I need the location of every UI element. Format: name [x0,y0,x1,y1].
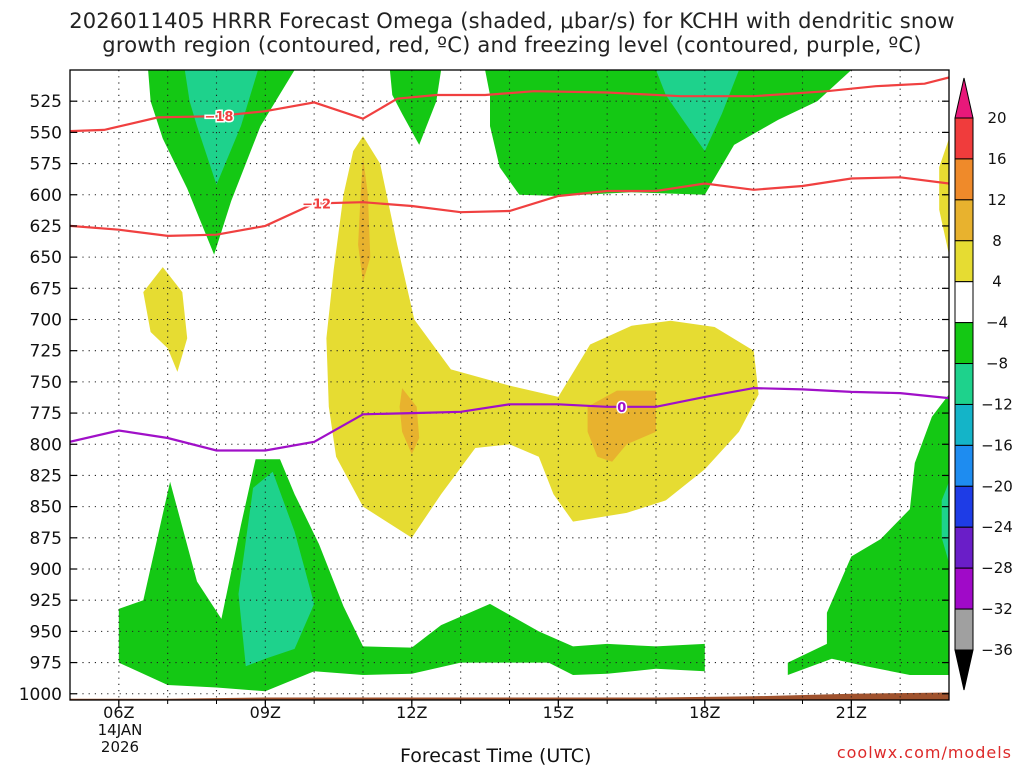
omega-region-7 [399,388,420,455]
y-tick-label: 725 [30,342,62,362]
colorbar-tick-label: 16 [987,150,1006,168]
omega-region-12 [238,471,315,667]
colorbar-bin [954,526,974,569]
omega-region-8 [358,157,371,283]
colorbar-tick-label: −36 [981,641,1013,659]
colorbar-bin [954,322,974,365]
y-tick-label: 925 [30,591,62,611]
x-axis-title: Forecast Time (UTC) [400,745,592,767]
contour-0 [70,386,949,452]
omega-region-4 [656,70,739,152]
credit-text: coolwx.com/models [836,743,1012,762]
y-tick-label: 750 [30,373,62,393]
colorbar-bin [954,363,974,405]
x-tick-label: 15Z [543,703,574,722]
colorbar-tick-label: −28 [981,559,1013,577]
y-tick-label: 650 [30,248,62,268]
y-tick-label: 700 [30,311,62,331]
omega-region-6 [587,390,656,462]
x-tick-label: 18Z [689,703,720,722]
x-tick-label: 21Z [836,703,867,722]
y-tick-label: 825 [30,466,62,486]
y-tick-label: 575 [30,155,62,175]
omega-region-9 [143,267,188,372]
colorbar-cap-top [954,77,974,119]
colorbar-cap-bottom [954,649,974,691]
colorbar-tick-label: −4 [986,314,1008,332]
colorbar-bin [954,567,974,610]
colorbar-bin [954,199,974,242]
y-tick-label: 975 [30,654,62,674]
colorbar-tick-label: −20 [981,477,1013,495]
contour-label--18: −18 [204,110,233,125]
omega-region-14 [941,481,949,563]
contour--12 [70,176,949,238]
chart-title-line2: growth region (contoured, red, ºC) and f… [102,33,922,57]
y-tick-label: 600 [30,186,62,206]
contour-label--12: −12 [302,197,331,212]
terrain-surface [70,692,949,700]
omega-region-5 [326,136,759,538]
colorbar-bin [954,444,974,487]
y-tick-label: 525 [30,92,62,112]
colorbar-bin [954,158,974,201]
y-tick-label: 625 [30,217,62,237]
colorbar-tick-label: 8 [992,232,1002,250]
colorbar-tick-label: −12 [981,395,1013,413]
contour-label-0: 0 [617,401,626,416]
colorbar-tick-label: −32 [981,600,1013,618]
colorbar-bin [954,403,974,446]
omega-region-13 [787,394,949,675]
omega-region-2 [389,70,442,145]
y-tick-label: 550 [30,123,62,143]
colorbar-tick-label: 4 [992,273,1002,291]
y-tick-label: 675 [30,279,62,299]
colorbar-bin [954,281,974,324]
contour--18 [70,76,949,133]
colorbar-tick-label: 12 [987,191,1006,209]
y-tick-label: 775 [30,404,62,424]
y-tick-label: 950 [30,622,62,642]
omega-region-3 [485,70,852,196]
colorbar-tick-label: −16 [981,436,1013,454]
colorbar-bin [954,240,974,283]
colorbar-tick-label: 20 [987,109,1006,127]
y-tick-label: 1000 [19,685,62,705]
x-tick-label: 12Z [396,703,427,722]
date-label-day: 14JAN [97,721,143,739]
colorbar-bin [954,485,974,528]
y-tick-label: 900 [30,560,62,580]
y-tick-label: 875 [30,529,62,549]
x-tick-label: 06Z [103,703,134,722]
x-tick-label: 09Z [250,703,281,722]
colorbar-tick-label: −8 [986,355,1008,373]
date-label-year: 2026 [100,738,140,756]
omega-region-1 [184,70,258,185]
colorbar-tick-label: −24 [981,518,1013,536]
y-tick-label: 850 [30,498,62,518]
chart-title-line1: 2026011405 HRRR Forecast Omega (shaded, … [69,9,955,33]
colorbar-bin [954,117,974,160]
y-tick-label: 800 [30,435,62,455]
colorbar-bin [954,608,974,651]
